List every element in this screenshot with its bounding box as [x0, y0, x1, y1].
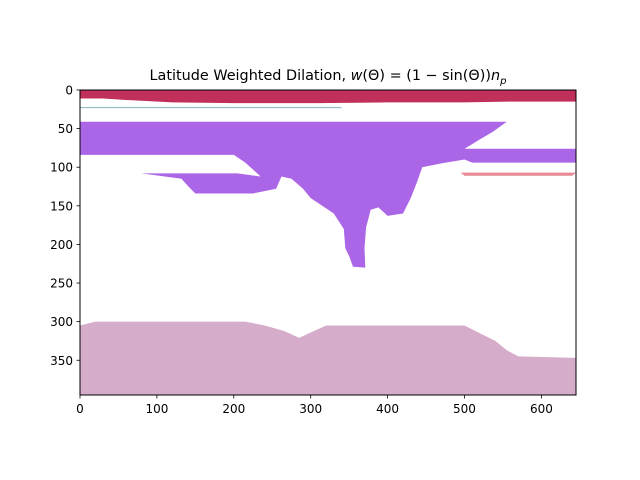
data-regions — [80, 90, 576, 395]
chart-title: Latitude Weighted Dilation, w(Θ) = (1 − … — [150, 68, 507, 87]
y-tick-label: 100 — [50, 161, 73, 175]
y-tick-label: 200 — [50, 238, 73, 252]
x-tick-label: 400 — [376, 402, 399, 416]
y-axis: 0 50 100 150 200 250 300 350 — [50, 84, 80, 368]
y-tick-label: 0 — [65, 84, 73, 98]
y-tick-label: 150 — [50, 199, 73, 213]
x-tick-label: 200 — [222, 402, 245, 416]
region-0 — [80, 90, 576, 104]
region-4 — [80, 321, 576, 395]
x-tick-label: 500 — [453, 402, 476, 416]
plot-frame — [79, 89, 577, 396]
x-axis: 0 100 200 300 400 500 600 — [76, 395, 553, 416]
x-tick-label: 0 — [76, 402, 84, 416]
y-tick-label: 350 — [50, 354, 73, 368]
x-tick-label: 600 — [530, 402, 553, 416]
region-1 — [80, 107, 342, 109]
x-tick-label: 100 — [145, 402, 168, 416]
y-tick-label: 300 — [50, 315, 73, 329]
y-tick-label: 50 — [58, 122, 73, 136]
x-tick-label: 300 — [299, 402, 322, 416]
y-tick-label: 250 — [50, 277, 73, 291]
plot-area — [80, 90, 576, 395]
region-2 — [80, 121, 576, 268]
region-3 — [460, 172, 576, 176]
